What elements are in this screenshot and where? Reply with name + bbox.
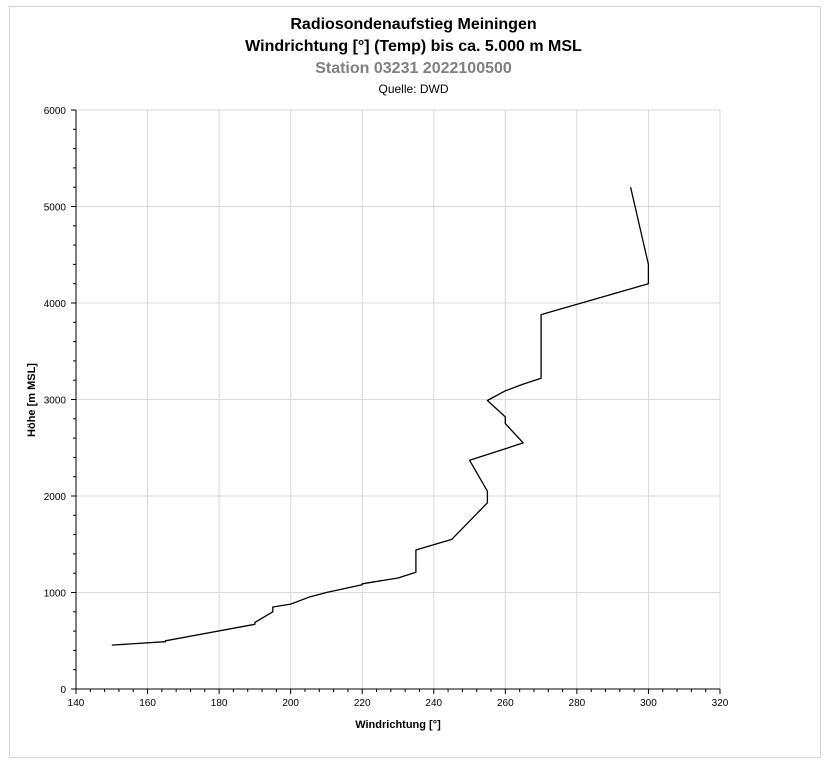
y-tick-label: 0 — [60, 685, 66, 696]
x-tick-label: 300 — [640, 698, 657, 709]
series-line-wind-direction — [111, 187, 650, 646]
x-tick-label: 200 — [282, 698, 299, 709]
y-tick-label: 2000 — [44, 492, 67, 503]
chart-subtitle: Windrichtung [°] (Temp) bis ca. 5.000 m … — [245, 38, 582, 55]
y-tick-label: 3000 — [44, 396, 67, 407]
chart-frame — [9, 6, 821, 758]
chart-station: Station 03231 2022100500 — [315, 60, 512, 77]
chart-title-block: Radiosondenaufstieg Meiningen Windrichtu… — [0, 14, 827, 98]
y-tick-label: 4000 — [44, 299, 67, 310]
x-axis-label: Windrichtung [°] — [355, 719, 441, 731]
y-tick-label: 5000 — [44, 203, 67, 214]
x-tick-label: 240 — [425, 698, 442, 709]
x-tick-label: 140 — [68, 698, 85, 709]
x-tick-label: 160 — [139, 698, 156, 709]
y-tick-label: 6000 — [44, 106, 67, 117]
x-tick-label: 280 — [569, 698, 586, 709]
x-tick-label: 320 — [712, 698, 729, 709]
chart-source: Quelle: DWD — [378, 82, 449, 96]
y-tick-label: 1000 — [44, 589, 67, 600]
y-axis-label: Höhe [m MSL] — [26, 363, 38, 437]
x-tick-label: 180 — [211, 698, 228, 709]
chart-title: Radiosondenaufstieg Meiningen — [290, 16, 537, 33]
x-tick-label: 220 — [354, 698, 371, 709]
x-tick-label: 260 — [497, 698, 514, 709]
